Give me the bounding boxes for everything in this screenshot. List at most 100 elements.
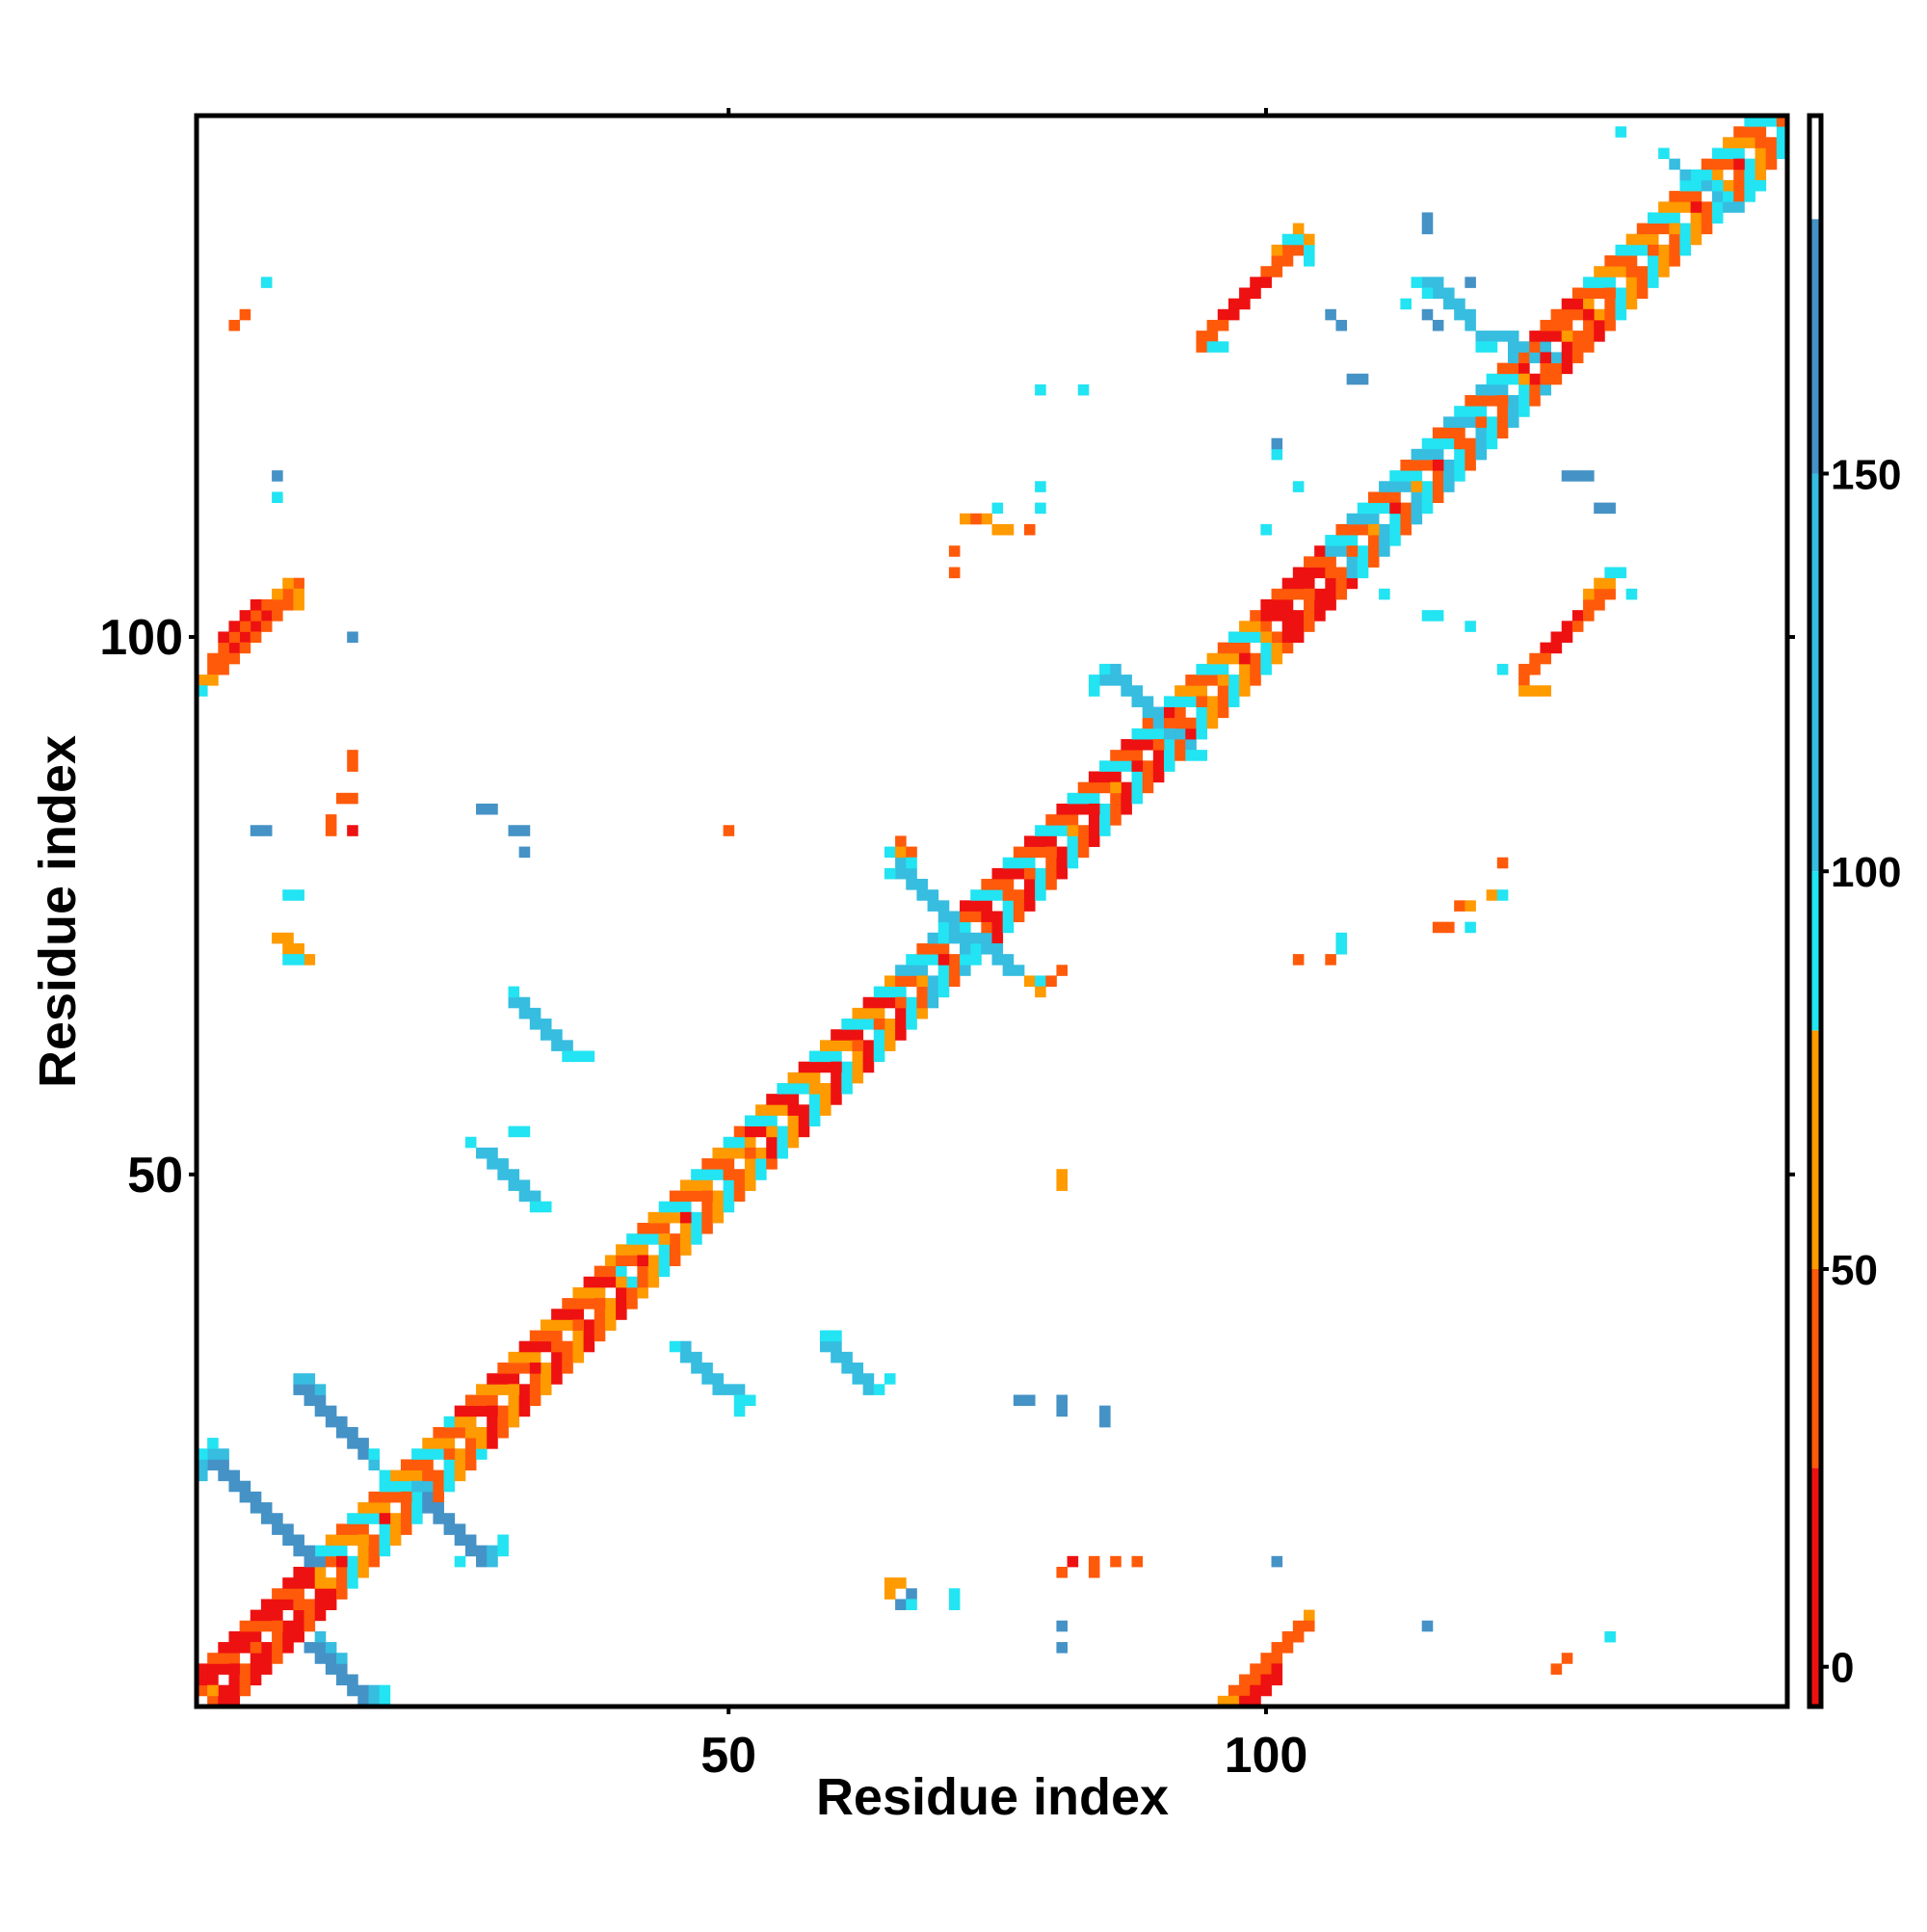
heatmap-cell — [1227, 685, 1240, 697]
heatmap-cell — [1088, 814, 1100, 826]
heatmap-cell — [1163, 750, 1175, 761]
heatmap-cell — [1636, 244, 1649, 256]
heatmap-cell — [1292, 481, 1305, 492]
heatmap-cell — [239, 308, 251, 321]
heatmap-cell — [293, 954, 304, 966]
heatmap-cell — [347, 760, 358, 772]
heatmap-cell — [518, 1384, 531, 1395]
heatmap-cell — [1636, 266, 1649, 278]
heatmap-cell — [433, 1491, 444, 1503]
heatmap-cell — [1357, 567, 1369, 579]
heatmap-cell — [1379, 588, 1390, 600]
heatmap-cell — [1175, 728, 1186, 740]
heatmap-cell — [1465, 921, 1476, 934]
heatmap-cell — [508, 1125, 520, 1138]
heatmap-cell — [1550, 331, 1563, 342]
heatmap-cell — [272, 1642, 283, 1654]
heatmap-cell — [562, 1363, 573, 1374]
heatmap-cell — [1604, 287, 1616, 300]
heatmap-cell — [1540, 652, 1551, 665]
heatmap-cell — [1475, 427, 1488, 439]
heatmap-cell — [1486, 427, 1498, 439]
heatmap-cell — [443, 1469, 456, 1482]
heatmap-cell — [1465, 621, 1476, 632]
heatmap-cell — [314, 1545, 327, 1557]
heatmap-cell — [1443, 921, 1455, 934]
heatmap-cell — [551, 1340, 563, 1353]
heatmap-cell — [1486, 416, 1498, 428]
heatmap-cell — [1314, 588, 1326, 600]
heatmap-cell — [1056, 1566, 1068, 1578]
heatmap-cell — [1325, 535, 1336, 546]
heatmap-cell — [1314, 556, 1326, 568]
heatmap-cell — [1142, 739, 1154, 751]
heatmap-cell — [948, 965, 961, 976]
heatmap-cell — [260, 277, 273, 288]
heatmap-cell — [1465, 319, 1476, 331]
heatmap-cell — [454, 1469, 466, 1482]
heatmap-cell — [1454, 308, 1465, 321]
heatmap-cell — [1131, 750, 1144, 761]
heatmap-cell — [841, 1029, 853, 1041]
heatmap-cell — [1723, 158, 1734, 171]
heatmap-cell — [336, 1674, 348, 1686]
heatmap-cell — [701, 1169, 713, 1180]
heatmap-cell — [873, 1029, 885, 1041]
heatmap-cell — [1260, 266, 1272, 278]
heatmap-cell — [487, 1405, 498, 1417]
heatmap-cell — [798, 1061, 810, 1073]
heatmap-cell — [1454, 437, 1465, 450]
heatmap-cell — [1507, 362, 1519, 375]
heatmap-cell — [518, 1125, 531, 1138]
heatmap-cell — [304, 1384, 316, 1395]
heatmap-cell — [476, 1426, 488, 1439]
heatmap-cell — [1077, 781, 1090, 794]
heatmap-cell — [1152, 728, 1165, 740]
heatmap-cell — [927, 900, 939, 912]
heatmap-cell — [443, 1459, 456, 1470]
heatmap-cell — [476, 803, 488, 815]
heatmap-cell — [497, 1405, 509, 1417]
heatmap-cell — [970, 942, 982, 955]
heatmap-cell — [250, 1630, 262, 1643]
heatmap-cell — [250, 1620, 262, 1632]
heatmap-cell — [831, 1094, 842, 1105]
heatmap-cell — [357, 1555, 369, 1568]
heatmap-cell — [981, 942, 992, 955]
heatmap-cell — [1518, 685, 1530, 697]
heatmap-cell — [960, 900, 971, 912]
heatmap-cell — [239, 610, 251, 622]
heatmap-cell — [1110, 750, 1122, 761]
heatmap-cell — [1056, 857, 1068, 869]
heatmap-cell — [1088, 825, 1100, 836]
heatmap-cell — [1561, 470, 1573, 482]
heatmap-cell — [379, 1469, 391, 1482]
heatmap-cell — [852, 1029, 864, 1041]
heatmap-cell — [981, 900, 992, 912]
heatmap-cell — [487, 1384, 498, 1395]
heatmap-cell — [1292, 244, 1305, 256]
heatmap-cell — [1454, 427, 1465, 439]
heatmap-cell — [1496, 406, 1509, 417]
heatmap-cell — [733, 1147, 746, 1159]
heatmap-cell — [282, 1523, 294, 1535]
heatmap-cell — [820, 1061, 832, 1073]
heatmap-cell — [1099, 825, 1111, 836]
heatmap-cell — [1432, 448, 1444, 461]
heatmap-cell — [1121, 760, 1132, 772]
heatmap-cell — [1045, 879, 1057, 890]
heatmap-cell — [1540, 362, 1551, 375]
heatmap-cell — [991, 879, 1004, 890]
heatmap-cell — [1185, 675, 1197, 686]
heatmap-cell — [583, 1298, 595, 1310]
heatmap-cell — [1121, 792, 1132, 805]
heatmap-cell — [658, 1223, 671, 1234]
heatmap-cell — [1175, 696, 1186, 707]
heatmap-cell — [1131, 739, 1144, 751]
heatmap-cell — [777, 1147, 788, 1159]
heatmap-cell — [1142, 706, 1154, 719]
heatmap-cell — [1701, 169, 1713, 181]
heatmap-cell — [733, 1179, 746, 1191]
heatmap-cell — [1389, 523, 1401, 536]
heatmap-cell — [1271, 598, 1283, 611]
